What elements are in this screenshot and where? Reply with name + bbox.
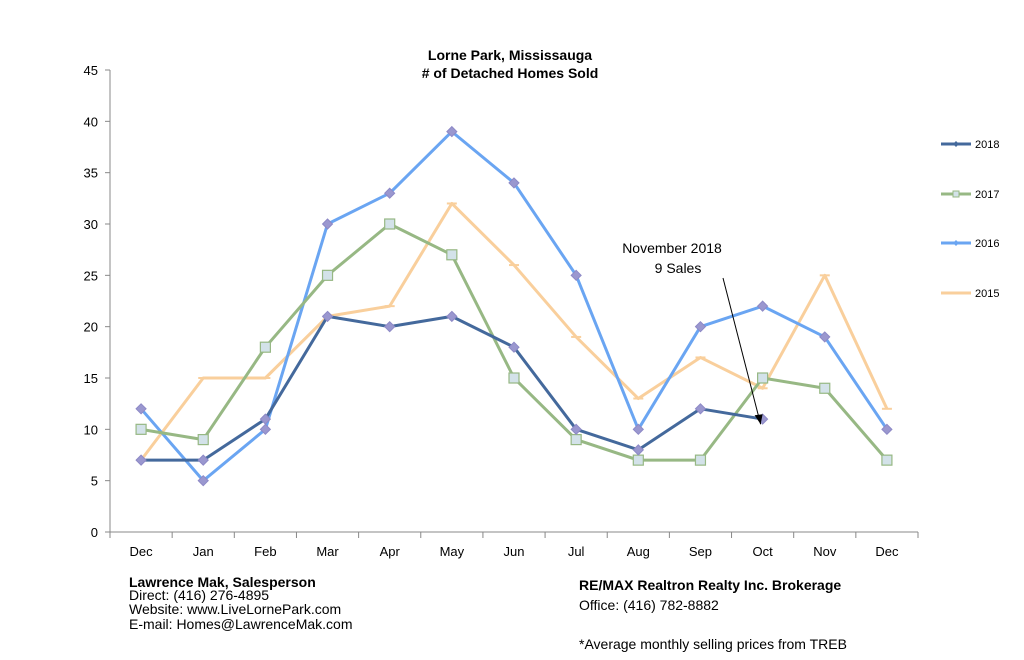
data-point-2018 xyxy=(259,413,272,425)
series-2018 xyxy=(135,310,769,466)
data-point-2017 xyxy=(570,434,582,446)
x-tick-label: Jan xyxy=(193,544,214,559)
data-point-2017 xyxy=(197,434,209,446)
data-point-2017 xyxy=(881,454,893,466)
y-tick-label: 25 xyxy=(84,268,98,283)
legend-marker xyxy=(953,141,959,147)
data-point-2017 xyxy=(632,454,644,466)
x-tick-label: Dec xyxy=(875,544,899,559)
y-tick-label: 15 xyxy=(84,371,98,386)
agent-name: Lawrence Mak, Salesperson xyxy=(129,574,316,590)
data-point-2017 xyxy=(321,269,334,281)
data-point-2016 xyxy=(570,269,582,282)
x-tick-label: Apr xyxy=(380,544,401,559)
legend-label: 2018 xyxy=(975,139,999,151)
data-point-2017 xyxy=(508,372,520,384)
data-point-2018 xyxy=(694,403,707,415)
data-point-2018 xyxy=(508,341,520,353)
x-tick-label: Nov xyxy=(813,544,837,559)
data-point-2016 xyxy=(632,423,645,436)
x-tick-label: Sep xyxy=(689,544,712,559)
series-2015 xyxy=(136,201,892,462)
annotation-line-2: 9 Sales xyxy=(655,260,702,276)
agent-email: E-mail: Homes@LawrenceMak.com xyxy=(129,616,353,632)
x-tick-label: May xyxy=(440,544,465,559)
y-tick-label: 10 xyxy=(84,422,98,437)
x-tick-label: Jul xyxy=(568,544,585,559)
agent-direct-phone: Direct: (416) 276-4895 xyxy=(129,587,270,603)
x-tick-label: Feb xyxy=(254,544,276,559)
data-point-2018 xyxy=(632,444,645,456)
agent-website: Website: www.LiveLornePark.com xyxy=(129,601,342,617)
legend-item-2016: 2016 xyxy=(941,238,999,250)
data-point-2017 xyxy=(446,249,458,261)
source-note: *Average monthly selling prices from TRE… xyxy=(579,636,847,652)
data-point-2017 xyxy=(135,423,147,435)
legend-label: 2016 xyxy=(975,238,999,250)
y-tick-label: 5 xyxy=(91,474,98,489)
data-point-2016 xyxy=(383,187,396,199)
legend-item-2018: 2018 xyxy=(941,139,999,151)
data-point-2018 xyxy=(446,310,458,323)
x-tick-label: Dec xyxy=(130,544,154,559)
data-point-2018 xyxy=(383,320,396,333)
legend-label: 2015 xyxy=(975,288,999,300)
x-tick-label: Mar xyxy=(316,544,339,559)
y-tick-label: 45 xyxy=(84,63,98,78)
data-point-2016 xyxy=(446,125,458,138)
office-phone: Office: (416) 782-8882 xyxy=(579,597,719,613)
data-point-2016 xyxy=(197,474,209,487)
data-point-2016 xyxy=(881,423,893,436)
series-2016 xyxy=(135,125,893,487)
y-tick-label: 35 xyxy=(84,166,98,181)
data-point-2016 xyxy=(259,423,272,436)
legend-item-2015: 2015 xyxy=(941,288,999,300)
data-point-2016 xyxy=(321,218,334,230)
chart-subtitle: # of Detached Homes Sold xyxy=(421,65,599,81)
x-tick-label: Oct xyxy=(752,544,773,559)
annotation-arrowhead xyxy=(754,414,763,425)
data-point-2017 xyxy=(259,341,271,353)
data-point-2017 xyxy=(757,372,769,384)
y-tick-label: 0 xyxy=(91,525,98,540)
legend-marker xyxy=(952,190,960,198)
data-point-2017 xyxy=(384,218,396,230)
series-line-2018 xyxy=(141,314,763,462)
y-tick-label: 30 xyxy=(84,217,98,232)
chart-title: Lorne Park, Mississauga xyxy=(427,47,593,63)
x-tick-label: Aug xyxy=(627,544,650,559)
data-point-2016 xyxy=(819,331,831,343)
data-point-2016 xyxy=(756,300,769,312)
brokerage-name: RE/MAX Realtron Realty Inc. Brokerage xyxy=(579,577,842,593)
y-tick-label: 20 xyxy=(84,320,98,335)
data-point-2016 xyxy=(135,403,147,415)
y-tick-label: 40 xyxy=(84,114,98,129)
series-2017 xyxy=(135,218,893,466)
data-point-2016 xyxy=(694,320,707,333)
legend-item-2017: 2017 xyxy=(941,189,999,201)
annotation-arrow xyxy=(722,277,762,425)
data-point-2016 xyxy=(508,177,520,189)
data-point-2017 xyxy=(694,454,707,466)
data-point-2017 xyxy=(819,382,831,394)
data-point-2018 xyxy=(570,423,582,436)
data-point-2018 xyxy=(321,310,334,323)
legend-marker xyxy=(953,240,959,246)
data-point-2018 xyxy=(197,454,209,466)
series-line-2015 xyxy=(139,201,889,462)
annotation-line-1: November 2018 xyxy=(622,240,722,256)
x-tick-label: Jun xyxy=(504,544,525,559)
data-point-2018 xyxy=(135,454,147,466)
legend-label: 2017 xyxy=(975,189,999,201)
